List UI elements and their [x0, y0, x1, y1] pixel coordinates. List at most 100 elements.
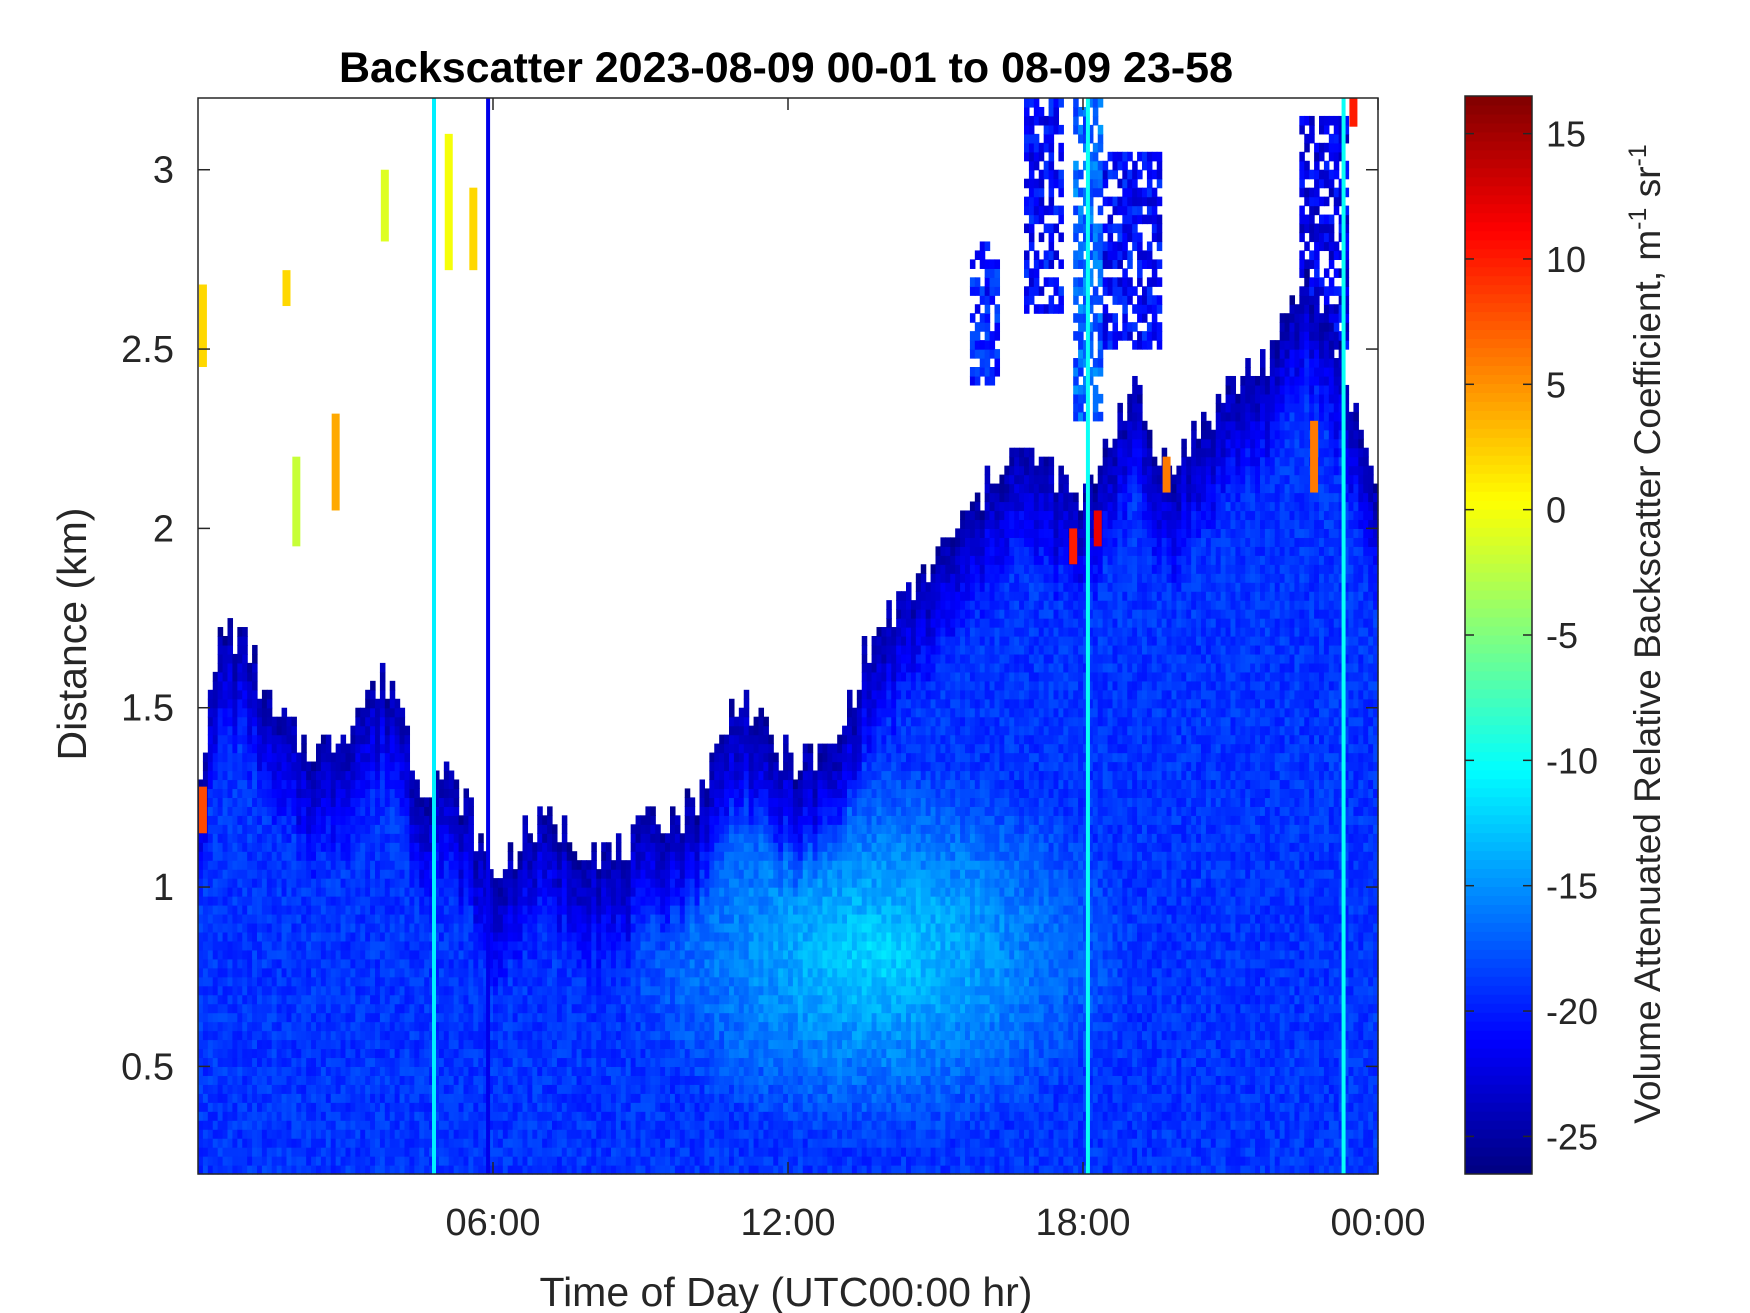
heatmap-cell	[679, 1075, 686, 1085]
heatmap-cell	[365, 698, 371, 709]
heatmap-cell	[365, 905, 371, 915]
heatmap-cell	[384, 1156, 391, 1166]
heatmap-cell	[591, 896, 597, 906]
heatmap-cell	[576, 869, 583, 879]
heatmap-cell	[227, 788, 234, 798]
heatmap-cell	[689, 1120, 696, 1130]
heatmap-cell	[414, 1129, 420, 1139]
heatmap-cell	[630, 1111, 637, 1121]
heatmap-cell	[409, 869, 415, 879]
heatmap-cell	[724, 1165, 730, 1175]
heatmap-cell	[320, 743, 327, 754]
heatmap-cell	[227, 1003, 234, 1014]
heatmap-cell	[522, 994, 529, 1005]
heatmap-cell	[414, 1066, 420, 1076]
heatmap-cell	[232, 1012, 238, 1023]
heatmap-cell	[266, 1039, 273, 1050]
heatmap-cell	[463, 940, 470, 951]
heatmap-cell	[261, 913, 268, 924]
heatmap-cell	[635, 878, 642, 888]
heatmap-cell	[306, 949, 312, 960]
heatmap-cell	[320, 1102, 327, 1112]
heatmap-cell	[232, 1129, 238, 1139]
heatmap-cell	[394, 1138, 401, 1148]
heatmap-cell	[330, 1102, 337, 1112]
heatmap-cell	[733, 913, 740, 924]
heatmap-cell	[335, 1156, 342, 1166]
heatmap-cell	[714, 1156, 720, 1166]
heatmap-cell	[389, 896, 396, 906]
heatmap-cell	[217, 636, 224, 646]
heatmap-cell	[276, 725, 283, 736]
heatmap-cell	[330, 1156, 337, 1166]
heatmap-cell	[257, 779, 263, 790]
heatmap-cell	[537, 1138, 543, 1148]
heatmap-cell	[399, 833, 406, 843]
heatmap-cell	[689, 1075, 696, 1085]
heatmap-cell	[266, 1048, 273, 1059]
heatmap-cell	[232, 1084, 238, 1094]
heatmap-cell	[257, 1075, 263, 1085]
heatmap-cell	[615, 869, 622, 879]
heatmap-cell	[335, 752, 342, 763]
heatmap-cell	[453, 1147, 460, 1157]
heatmap-cell	[301, 931, 307, 942]
heatmap-cell	[507, 940, 514, 951]
heatmap-cell	[384, 949, 391, 960]
heatmap-cell	[660, 887, 666, 897]
heatmap-cell	[429, 1030, 435, 1041]
heatmap-cell	[252, 698, 258, 709]
heatmap-cell	[227, 824, 234, 834]
heatmap-cell	[547, 806, 553, 816]
heatmap-cell	[468, 940, 474, 951]
heatmap-cell	[335, 931, 342, 942]
heatmap-cell	[247, 1030, 253, 1041]
heatmap-cell	[325, 1138, 332, 1148]
heatmap-cell	[355, 1120, 361, 1130]
chart-title: Backscatter 2023-08-09 00-01 to 08-09 23…	[339, 44, 1233, 92]
heatmap-cell	[733, 716, 740, 727]
heatmap-cell	[404, 931, 411, 942]
heatmap-cell	[434, 1030, 440, 1041]
heatmap-cell	[394, 725, 401, 736]
heatmap-cell	[733, 1129, 740, 1139]
heatmap-cell	[645, 1147, 651, 1157]
heatmap-cell	[733, 806, 740, 816]
heatmap-cell	[714, 913, 720, 924]
heatmap-cell	[438, 842, 445, 852]
heatmap-cell	[335, 1102, 342, 1112]
heatmap-cell	[325, 770, 332, 781]
heatmap-cell	[571, 1039, 578, 1050]
heatmap-cell	[404, 752, 411, 763]
heatmap-cell	[635, 833, 642, 843]
heatmap-cell	[379, 752, 386, 763]
heatmap-cell	[286, 1093, 293, 1103]
heatmap-cell	[271, 905, 278, 915]
heatmap-cell	[202, 1120, 209, 1130]
heatmap-cell	[438, 1093, 445, 1103]
heatmap-cell	[370, 1156, 376, 1166]
heatmap-cell	[615, 1030, 622, 1041]
heatmap-cell	[370, 905, 376, 915]
heatmap-cell	[733, 896, 740, 906]
heatmap-cell	[527, 931, 533, 942]
heatmap-cell	[699, 1138, 706, 1148]
heatmap-cell	[507, 931, 514, 942]
heatmap-cell	[345, 1165, 352, 1175]
heatmap-cell	[330, 860, 337, 870]
heatmap-cell	[684, 967, 691, 978]
heatmap-cell	[286, 976, 293, 987]
heatmap-cell	[429, 887, 435, 897]
heatmap-cell	[424, 1012, 430, 1023]
heatmap-cell	[276, 1138, 283, 1148]
heatmap-cell	[714, 1111, 720, 1121]
heatmap-cell	[655, 851, 661, 861]
heatmap-cell	[399, 1165, 406, 1175]
heatmap-cell	[340, 851, 347, 861]
heatmap-cell	[306, 1129, 312, 1139]
heatmap-cell	[542, 1111, 548, 1121]
heatmap-cell	[355, 1093, 361, 1103]
heatmap-cell	[320, 779, 327, 790]
heatmap-cell	[217, 689, 224, 700]
heatmap-cell	[232, 689, 238, 700]
